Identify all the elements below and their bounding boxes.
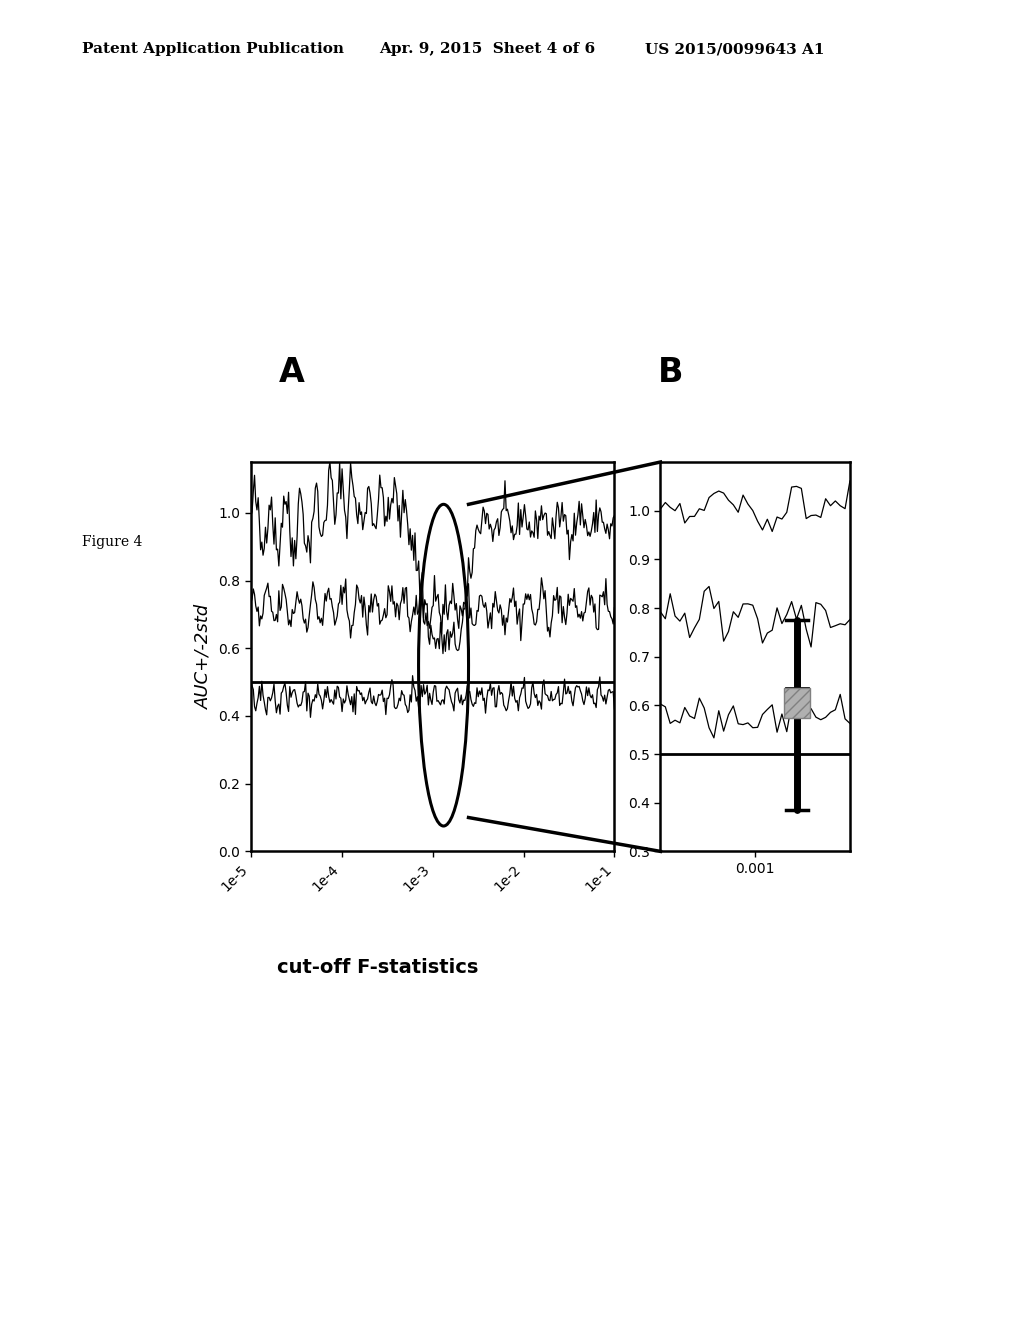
Text: cut-off F-statistics: cut-off F-statistics: [278, 958, 479, 977]
Text: A: A: [279, 356, 305, 389]
Text: Figure 4: Figure 4: [82, 535, 142, 549]
Text: Apr. 9, 2015  Sheet 4 of 6: Apr. 9, 2015 Sheet 4 of 6: [379, 42, 595, 57]
Bar: [783, 688, 810, 718]
Text: Patent Application Publication: Patent Application Publication: [82, 42, 344, 57]
Y-axis label: AUC+/-2std: AUC+/-2std: [195, 605, 213, 709]
Text: B: B: [658, 356, 683, 389]
Text: US 2015/0099643 A1: US 2015/0099643 A1: [645, 42, 824, 57]
